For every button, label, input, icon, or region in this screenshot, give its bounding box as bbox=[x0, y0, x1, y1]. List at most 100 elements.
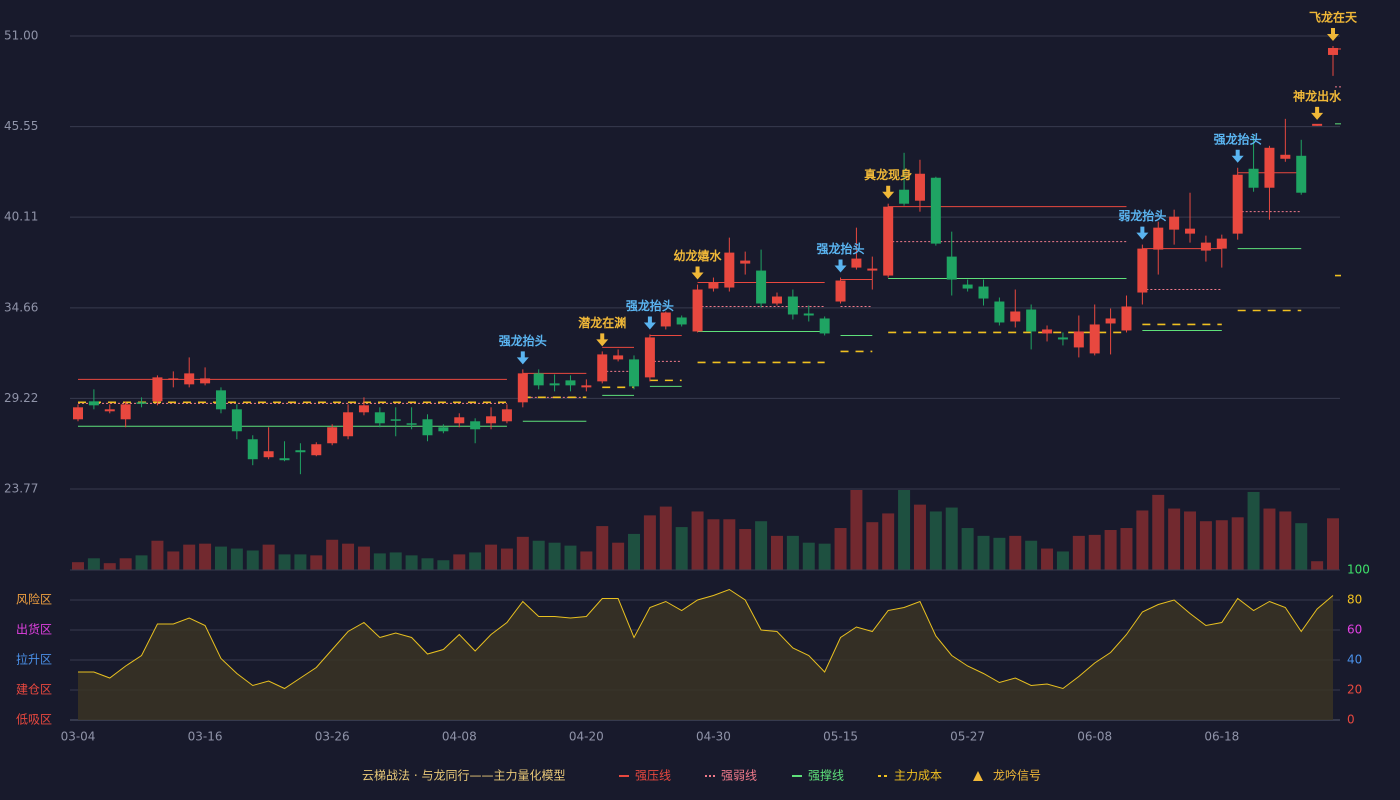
candle-body bbox=[771, 296, 782, 304]
candle-body bbox=[629, 359, 640, 387]
signal-arrow bbox=[1327, 27, 1339, 41]
volume-bar bbox=[72, 562, 84, 570]
x-tick-label: 04-30 bbox=[696, 730, 731, 744]
volume-bar bbox=[1025, 540, 1038, 570]
volume-bar bbox=[1104, 530, 1117, 570]
candle-body bbox=[1057, 337, 1068, 340]
candle-body bbox=[120, 404, 131, 420]
volume-bar bbox=[199, 543, 212, 570]
volume-bar bbox=[1120, 528, 1133, 570]
volume-bar bbox=[1199, 521, 1212, 570]
x-tick-label: 05-15 bbox=[823, 730, 858, 744]
x-tick-label: 03-04 bbox=[61, 730, 96, 744]
candle-body bbox=[152, 377, 163, 402]
volume-bar bbox=[755, 521, 768, 570]
candle-body bbox=[1312, 123, 1323, 126]
candle-body bbox=[1153, 227, 1164, 250]
volume-bar bbox=[739, 529, 752, 570]
candle-body bbox=[1105, 318, 1116, 324]
signal-label: 飞龙在天 bbox=[1309, 9, 1358, 24]
volume-bar bbox=[1295, 523, 1308, 570]
candle-body bbox=[978, 286, 989, 299]
candle-body bbox=[851, 258, 862, 268]
candle-body bbox=[803, 313, 814, 316]
candle-body bbox=[962, 284, 973, 289]
volume-bar bbox=[1247, 491, 1260, 570]
volume-bar bbox=[167, 551, 180, 570]
zone-label: 拉升区 bbox=[16, 652, 52, 667]
volume-bar bbox=[882, 513, 895, 570]
candle-body bbox=[549, 383, 560, 386]
candle-body bbox=[1232, 174, 1243, 234]
x-tick-label: 04-20 bbox=[569, 730, 604, 744]
volume-bar bbox=[1136, 510, 1149, 570]
zone-label: 低吸区 bbox=[16, 713, 52, 727]
y-tick-label: 51.00 bbox=[4, 29, 38, 43]
candle-body bbox=[1280, 154, 1291, 159]
volume-bar bbox=[675, 527, 688, 570]
volume-bar bbox=[326, 539, 339, 570]
volume-bar bbox=[262, 544, 275, 570]
volume-bar bbox=[596, 526, 609, 570]
volume-bar bbox=[1168, 508, 1181, 570]
x-tick-label: 03-16 bbox=[188, 730, 223, 744]
osc-tick-label: 0 bbox=[1347, 713, 1355, 727]
signal-label: 潜龙在渊 bbox=[578, 315, 626, 330]
volume-bar bbox=[357, 546, 370, 570]
volume-bar bbox=[389, 552, 402, 570]
signal-arrow bbox=[1311, 106, 1324, 120]
signal-arrow bbox=[596, 333, 609, 347]
candle-body bbox=[295, 450, 306, 453]
candle-body bbox=[1328, 47, 1338, 55]
candle-body bbox=[470, 421, 481, 430]
volume-bar bbox=[421, 558, 434, 570]
candle-body bbox=[1185, 228, 1196, 234]
legend-swatch bbox=[973, 771, 983, 781]
volume-bar bbox=[961, 528, 974, 570]
y-tick-label: 23.77 bbox=[4, 482, 38, 496]
x-tick-label: 06-18 bbox=[1204, 730, 1239, 744]
volume-bar bbox=[1231, 517, 1244, 570]
legend-label: 强弱线 bbox=[721, 769, 757, 783]
volume-bar bbox=[278, 554, 291, 570]
volume-bar bbox=[1009, 535, 1022, 570]
y-tick-label: 45.55 bbox=[4, 119, 38, 133]
candle-body bbox=[168, 378, 179, 380]
volume-bar bbox=[230, 548, 243, 570]
volume-bar bbox=[612, 542, 625, 570]
signal-arrow bbox=[1231, 149, 1244, 163]
volume-bar bbox=[469, 552, 482, 570]
signal-label: 强龙抬头 bbox=[626, 298, 674, 313]
candle-body bbox=[1121, 306, 1132, 331]
volume-bar bbox=[993, 537, 1006, 570]
signal-label: 强龙抬头 bbox=[499, 333, 547, 348]
candle-body bbox=[454, 417, 465, 424]
candle-body bbox=[597, 354, 608, 382]
volume-bar bbox=[564, 545, 577, 570]
candle-body bbox=[756, 270, 767, 304]
signal-label: 真龙现身 bbox=[864, 167, 912, 182]
volume-bar bbox=[373, 553, 386, 570]
candle-body bbox=[200, 378, 211, 384]
volume-bar bbox=[310, 555, 323, 570]
candle-body bbox=[946, 256, 957, 280]
volume-bar bbox=[929, 511, 942, 570]
volume-bar bbox=[342, 543, 355, 570]
volume-bar bbox=[214, 546, 227, 570]
candle-body bbox=[279, 458, 290, 461]
y-tick-label: 34.66 bbox=[4, 300, 38, 314]
candle-body bbox=[104, 409, 115, 412]
volume-bar bbox=[1327, 518, 1339, 570]
candle-body bbox=[184, 373, 195, 385]
volume-bar bbox=[1152, 494, 1165, 570]
candle-body bbox=[1248, 168, 1259, 188]
volume-bar bbox=[405, 555, 418, 570]
candle-body bbox=[1042, 329, 1053, 334]
candle-body bbox=[930, 177, 941, 244]
candle-body bbox=[517, 373, 528, 403]
volume-bar bbox=[135, 555, 148, 570]
volume-bar bbox=[707, 519, 720, 570]
y-tick-label: 40.11 bbox=[4, 210, 38, 224]
signal-label: 强龙抬头 bbox=[1214, 131, 1262, 146]
volume-bar bbox=[1215, 520, 1228, 570]
